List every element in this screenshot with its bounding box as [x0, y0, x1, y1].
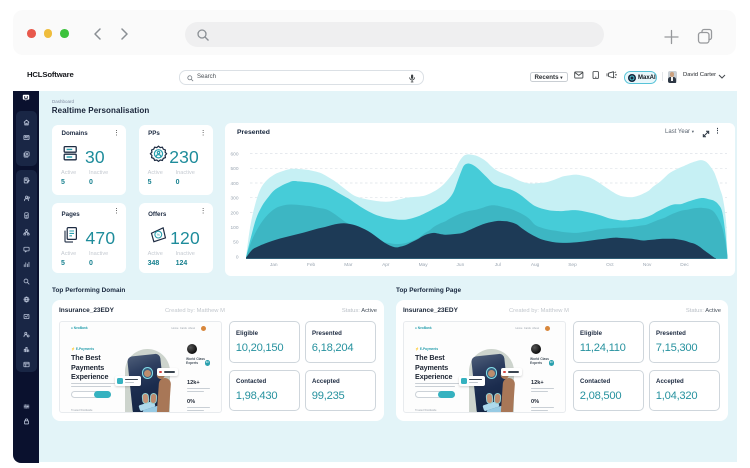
- svg-text:%: %: [156, 233, 159, 237]
